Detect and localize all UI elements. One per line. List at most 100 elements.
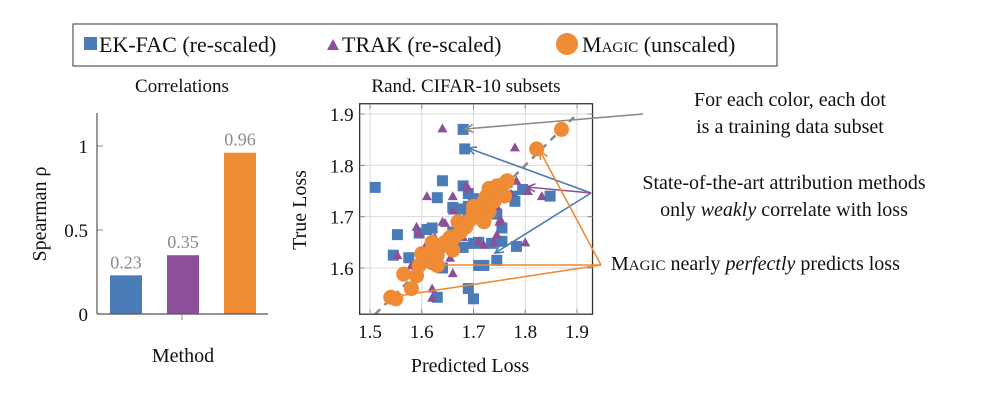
trak-point: [447, 268, 458, 278]
legend-label: MAGIC (unscaled): [582, 32, 735, 57]
legend-label-smallcaps: AGIC: [602, 40, 639, 56]
ekfac-point: [496, 222, 508, 234]
trak-point: [473, 236, 484, 246]
bar-value-label: 0.96: [224, 130, 256, 150]
trak-point: [414, 228, 425, 238]
y-tick-label: 0: [79, 305, 89, 326]
trak-point: [445, 252, 456, 262]
scatter-chart-ylabel: True Loss: [289, 170, 311, 250]
legend-item-trak: TRAK (re-scaled): [327, 32, 501, 57]
annotation-magic-line: MAGIC nearly perfectly predicts loss: [611, 253, 900, 275]
ekfac-point: [426, 222, 438, 234]
ekfac-point: [387, 249, 399, 261]
magic-point: [414, 246, 430, 262]
circle-marker-icon: [556, 33, 578, 55]
plot-frame: [358, 103, 594, 315]
arrow-subset: [464, 113, 644, 130]
arrow-magic-1-head: [539, 149, 548, 161]
annotation-subset-line2: is a training data subset: [696, 116, 884, 138]
y-tick-label: 1.7: [330, 208, 354, 229]
annotation-magic-smallcaps: AGIC: [629, 258, 666, 274]
annotation-magic-first: M: [611, 253, 629, 275]
ekfac-point: [510, 240, 522, 252]
trak-point: [494, 216, 505, 226]
y-tick-label: 0.5: [64, 221, 88, 242]
legend-label-rest: (unscaled): [638, 32, 735, 57]
bar-ekfac: [110, 275, 142, 314]
ekfac-point: [431, 291, 443, 303]
ekfac-point: [403, 252, 415, 264]
magic-point: [476, 214, 492, 230]
annotation-weak-post: correlate with loss: [756, 199, 908, 221]
square-marker-icon: [84, 37, 97, 50]
annotation-magic: MAGIC nearly perfectly predicts loss: [611, 253, 900, 275]
ekfac-point: [431, 192, 443, 204]
annotation-magic-post: predicts loss: [795, 253, 900, 275]
legend-label: TRAK (re-scaled): [342, 32, 501, 57]
annotation-magic-pre: nearly: [665, 253, 725, 275]
ekfac-point: [517, 183, 529, 195]
annotation-weak-em: weakly: [701, 199, 757, 221]
ekfac-point: [457, 241, 469, 253]
ekfac-point: [391, 229, 403, 241]
x-tick-label: 1.5: [358, 322, 382, 343]
trak-point: [491, 229, 502, 239]
legend-box: [72, 23, 778, 67]
magic-point: [409, 268, 425, 284]
magic-point: [497, 188, 513, 204]
bar-chart-ylabel: Spearman ρ: [29, 167, 51, 262]
annotation-subset-line1: For each color, each dot: [694, 89, 886, 111]
bar-trak: [167, 255, 199, 314]
bar-chart-title: Correlations: [135, 76, 229, 97]
ekfac-point: [468, 293, 479, 305]
annotation-arrows: [389, 113, 644, 301]
y-tick-label: 1.6: [330, 259, 354, 280]
trak-point: [478, 239, 489, 249]
annotation-subset: For each color, each dot is a training d…: [694, 89, 886, 138]
annotation-weak-line2: only weakly correlate with loss: [660, 199, 908, 221]
ekfac-point: [457, 123, 469, 135]
magic-point: [553, 121, 569, 137]
ekfac-point: [544, 190, 556, 202]
magic-point: [424, 234, 440, 250]
arrow-magic-3: [390, 264, 602, 298]
trak-point: [427, 292, 438, 302]
y-tick-label: 1.8: [330, 156, 354, 177]
arrow-magic-3-head: [389, 291, 400, 301]
ekfac-point: [452, 203, 464, 215]
arrow-weak-ekfac-1-head: [466, 146, 478, 156]
arrow-weak-ekfac-2-head: [493, 244, 505, 254]
legend-item-magic: MAGIC (unscaled): [556, 32, 735, 57]
trak-point: [463, 183, 474, 193]
y-tick-label: 1: [79, 137, 89, 158]
x-tick-label: 1.6: [410, 322, 434, 343]
ekfac-point: [468, 193, 479, 205]
annotation-weak: State-of-the-art attribution methods onl…: [642, 172, 925, 221]
arrow-weak-ekfac-1: [467, 147, 592, 194]
ekfac-point: [462, 283, 474, 295]
magic-point: [396, 266, 412, 282]
trak-point: [437, 123, 448, 133]
magic-point: [442, 232, 458, 248]
bar-value-label: 0.23: [110, 252, 142, 272]
arrow-subset-head: [463, 123, 474, 133]
x-tick-label: 1.8: [513, 322, 537, 343]
arrow-weak-ekfac-2: [494, 192, 592, 254]
trak-point: [520, 237, 531, 247]
trak-point: [509, 142, 520, 152]
x-tick-label: 1.9: [565, 322, 589, 343]
bar-chart-xlabel: Method: [152, 345, 214, 367]
arrow-weak-trak: [526, 186, 592, 194]
annotation-weak-line1: State-of-the-art attribution methods: [642, 172, 925, 194]
ekfac-point: [509, 195, 521, 207]
trak-point: [392, 250, 403, 260]
trak-point: [421, 191, 432, 201]
ekfac-point: [459, 143, 471, 155]
magic-point: [466, 198, 481, 214]
trak-point: [522, 186, 533, 195]
magic-point: [403, 281, 419, 297]
scatter-chart: Rand. CIFAR-10 subsets 1.5 1.6 1.7 1.8 1.9 1.…: [289, 76, 594, 377]
ekfac-point: [369, 181, 381, 193]
trak-point: [440, 217, 451, 227]
